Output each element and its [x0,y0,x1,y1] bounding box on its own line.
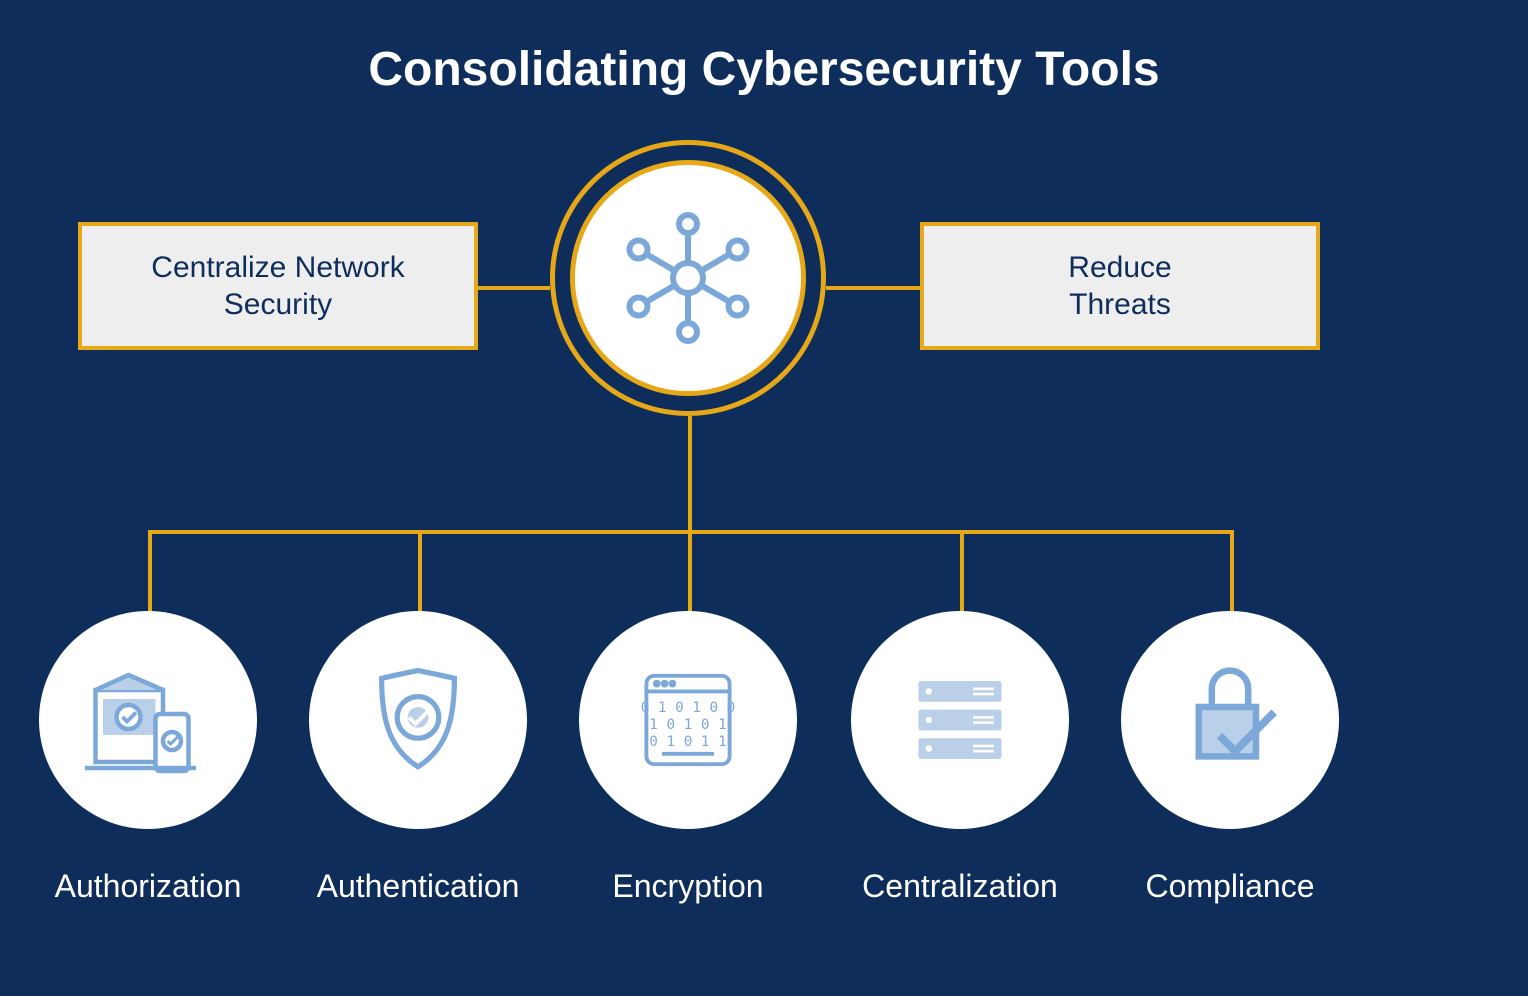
svg-text:1 0 1 0 1: 1 0 1 0 1 [649,717,726,733]
svg-text:0 1 0 1 1: 0 1 0 1 1 [649,734,726,750]
tree-drop [960,530,964,620]
connector-left [478,286,550,290]
authorization-icon [73,645,223,795]
authorization-circle [39,611,257,829]
encryption-label: Encryption [558,868,818,905]
tree-drop [148,530,152,620]
tree-stem [688,416,692,530]
centralization-label: Centralization [830,868,1090,905]
encryption-icon: 0 1 0 1 0 0 1 0 1 0 1 0 1 0 1 1 [623,655,753,785]
authentication-label: Authentication [288,868,548,905]
compliance-icon [1165,655,1295,785]
connector-right [826,286,920,290]
tree-drop [688,530,692,620]
compliance-label: Compliance [1100,868,1360,905]
tree-drop [1230,530,1234,620]
infographic-canvas: Consolidating Cybersecurity Tools Centra… [0,0,1528,996]
hub-inner-circle [570,160,806,396]
encryption-circle: 0 1 0 1 0 0 1 0 1 0 1 0 1 0 1 1 [579,611,797,829]
svg-text:0 1 0 1 0 0: 0 1 0 1 0 0 [641,700,736,716]
right-box-label: ReduceThreats [1068,249,1171,324]
page-title: Consolidating Cybersecurity Tools [0,42,1528,97]
centralization-circle [851,611,1069,829]
network-hub-icon [613,203,763,353]
left-box-label: Centralize NetworkSecurity [151,249,404,324]
tree-drop [418,530,422,620]
centralization-icon [895,655,1025,785]
authorization-label: Authorization [18,868,278,905]
authentication-icon [353,655,483,785]
left-box: Centralize NetworkSecurity [78,222,478,350]
right-box: ReduceThreats [920,222,1320,350]
authentication-circle [309,611,527,829]
compliance-circle [1121,611,1339,829]
